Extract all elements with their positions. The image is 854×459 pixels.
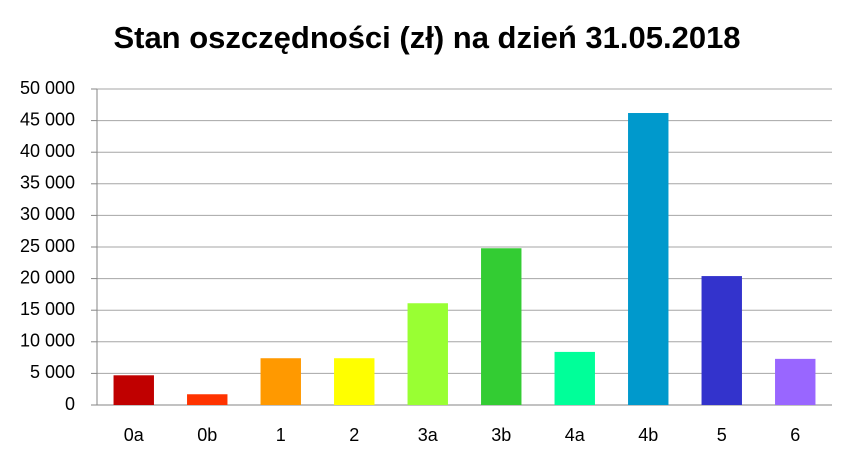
x-tick-label: 6	[790, 425, 800, 445]
bar	[701, 276, 742, 405]
bar	[187, 394, 228, 405]
x-tick-label: 3b	[491, 425, 511, 445]
x-tick-label: 0a	[124, 425, 145, 445]
bar	[775, 358, 816, 405]
y-tick-label: 30 000	[20, 204, 75, 224]
x-tick-label: 3a	[418, 425, 439, 445]
x-tick-label: 4a	[565, 425, 586, 445]
bar	[334, 358, 375, 405]
bar	[554, 351, 595, 405]
bar	[260, 358, 301, 405]
y-tick-label: 50 000	[20, 78, 75, 98]
y-tick-label: 5 000	[30, 362, 75, 382]
bar	[407, 303, 448, 405]
x-tick-label: 0b	[197, 425, 217, 445]
y-tick-label: 40 000	[20, 141, 75, 161]
y-tick-label: 25 000	[20, 236, 75, 256]
x-tick-label: 5	[717, 425, 727, 445]
y-tick-label: 0	[65, 394, 75, 414]
x-tick-label: 2	[349, 425, 359, 445]
x-tick-label: 4b	[638, 425, 658, 445]
chart-title: Stan oszczędności (zł) na dzień 31.05.20…	[113, 20, 740, 55]
bar	[481, 248, 522, 405]
y-tick-label: 10 000	[20, 331, 75, 351]
y-tick-label: 15 000	[20, 299, 75, 319]
y-tick-label: 45 000	[20, 109, 75, 129]
x-tick-label: 1	[276, 425, 286, 445]
y-tick-label: 20 000	[20, 267, 75, 287]
bar	[628, 113, 669, 406]
y-tick-label: 35 000	[20, 173, 75, 193]
bar	[113, 375, 154, 405]
